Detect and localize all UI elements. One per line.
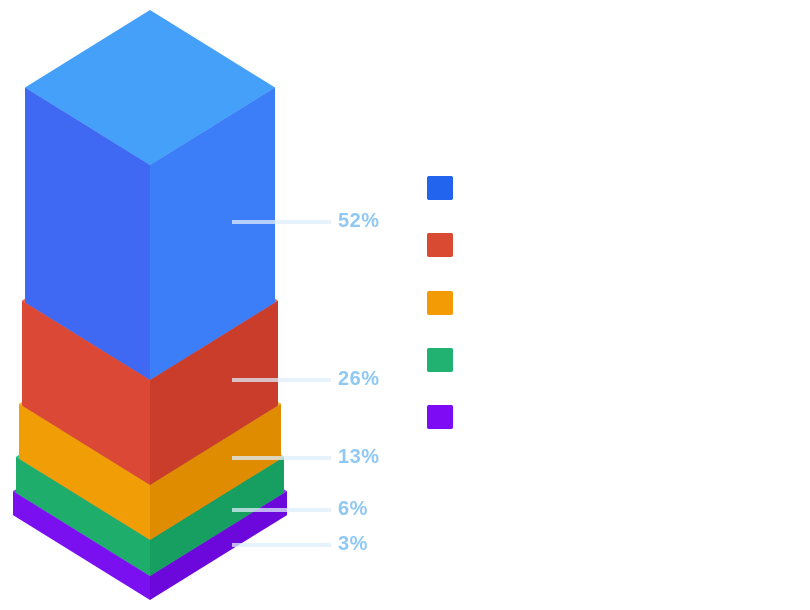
legend-swatch-blue [427, 176, 453, 200]
segment-green-right-face [150, 456, 284, 576]
segment-red-right-face [150, 300, 278, 485]
segment-label-purple: 3% [338, 533, 368, 555]
segment-blue-right-face [150, 87, 275, 380]
segment-green-left-face [16, 456, 150, 576]
legend-swatch-orange [427, 291, 453, 315]
segment-label-green: 6% [338, 498, 368, 520]
segment-label-blue: 52% [338, 210, 380, 232]
segment-orange-right-face [150, 403, 281, 540]
segment-label-orange: 13% [338, 446, 380, 468]
segment-orange-left-face [19, 403, 150, 540]
segment-blue-left-face [25, 87, 150, 380]
segment-red-left-face [22, 300, 150, 485]
segment-purple-right-face [150, 491, 287, 600]
segment-purple-left-face [13, 491, 150, 600]
segment-label-red: 26% [338, 368, 380, 390]
legend-swatch-red [427, 233, 453, 257]
legend-swatch-purple [427, 405, 453, 429]
legend-swatch-green [427, 348, 453, 372]
